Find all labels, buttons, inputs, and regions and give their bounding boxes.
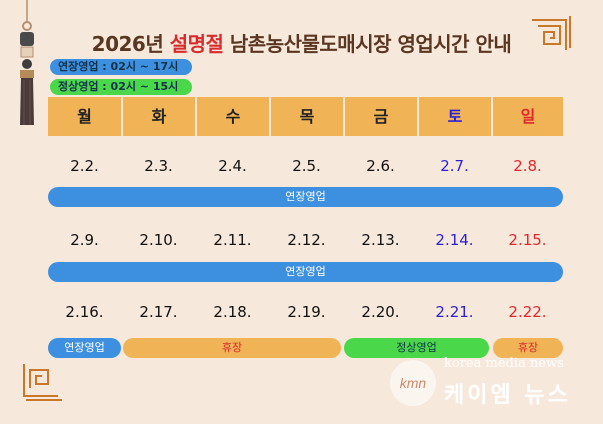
corner-pattern-icon <box>23 364 62 401</box>
title-year: 2026년 <box>91 32 164 56</box>
closed-bar: 휴장 <box>493 338 563 358</box>
date-cell-saturday: 2.7. <box>440 157 469 175</box>
page-title: 2026년 설명절 남촌농산물도매시장 영업시간 안내 <box>0 28 603 57</box>
extended-hours-bar: 연장영업 <box>48 262 563 282</box>
date-cell: 2.16. <box>65 303 104 321</box>
regular-hours-bar: 정상영업 <box>344 338 489 358</box>
kmn-logo-text: kmn <box>400 375 427 391</box>
date-cell: 2.9. <box>70 231 99 249</box>
date-cell: 2.20. <box>361 303 400 321</box>
date-cell: 2.19. <box>287 303 326 321</box>
date-cell: 2.13. <box>361 231 400 249</box>
day-header-fri: 금 <box>345 97 417 136</box>
date-cell: 2.12. <box>287 231 326 249</box>
day-header-tue: 화 <box>123 97 195 136</box>
date-cell-saturday: 2.14. <box>435 231 474 249</box>
korean-knot-tassel-icon <box>20 0 34 125</box>
date-cell: 2.4. <box>218 157 247 175</box>
date-cell: 2.2. <box>70 157 99 175</box>
brand-english: korea media news <box>444 356 564 371</box>
legend-extended-hours: 연장영업 : 02시 ~ 17시 <box>50 59 192 75</box>
kmn-watermark: kmn korea media news 케이엠 뉴스 <box>388 352 588 412</box>
title-rest: 남촌농산물도매시장 영업시간 안내 <box>229 32 512 56</box>
date-cell-sunday: 2.8. <box>513 157 542 175</box>
day-header-wed: 수 <box>197 97 269 136</box>
brand-korean: 케이엠 뉴스 <box>444 383 571 408</box>
corner-pattern-icon <box>532 16 571 50</box>
extended-hours-bar: 연장영업 <box>48 187 563 207</box>
day-header-thu: 목 <box>271 97 343 136</box>
day-header-sun: 일 <box>493 97 563 136</box>
date-cell-sunday: 2.22. <box>508 303 547 321</box>
closed-bar: 휴장 <box>123 338 341 358</box>
date-cell: 2.3. <box>144 157 173 175</box>
title-highlight: 설명절 <box>169 32 224 56</box>
extended-hours-bar: 연장영업 <box>48 338 121 358</box>
legend-regular-hours: 정상영업 : 02시 ~ 15시 <box>50 79 192 95</box>
date-cell: 2.10. <box>139 231 178 249</box>
day-header-mon: 월 <box>48 97 121 136</box>
date-cell: 2.11. <box>213 231 252 249</box>
date-cell: 2.6. <box>366 157 395 175</box>
kmn-logo-icon: kmn <box>390 360 436 406</box>
date-cell-saturday: 2.21. <box>435 303 474 321</box>
day-header-sat: 토 <box>419 97 491 136</box>
date-cell: 2.18. <box>213 303 252 321</box>
date-cell-sunday: 2.15. <box>508 231 547 249</box>
date-cell: 2.17. <box>139 303 178 321</box>
date-cell: 2.5. <box>292 157 321 175</box>
